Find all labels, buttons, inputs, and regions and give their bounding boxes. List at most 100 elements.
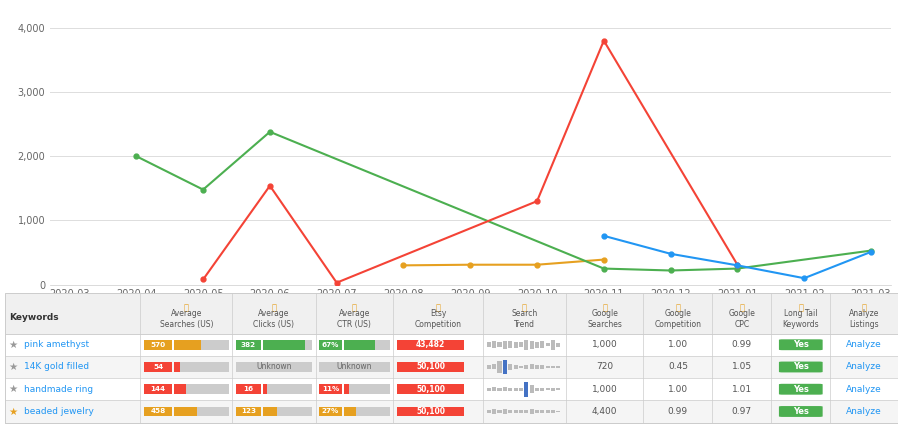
Bar <box>545 366 550 368</box>
Bar <box>535 366 539 369</box>
Text: 0.97: 0.97 <box>732 407 752 416</box>
Bar <box>556 388 561 390</box>
Text: 67%: 67% <box>321 342 339 348</box>
Bar <box>487 388 491 391</box>
Bar <box>492 387 496 391</box>
Bar <box>4 334 898 356</box>
Bar <box>556 343 561 347</box>
Bar <box>263 407 277 416</box>
Bar <box>319 384 342 394</box>
Text: Etsy
Competition: Etsy Competition <box>414 309 462 329</box>
Bar <box>487 366 491 369</box>
Text: ⓘ: ⓘ <box>675 303 680 312</box>
Text: 50,100: 50,100 <box>416 385 445 394</box>
Bar <box>545 410 550 413</box>
Bar <box>503 360 507 374</box>
FancyBboxPatch shape <box>778 339 823 350</box>
Bar <box>319 407 342 416</box>
Bar <box>498 361 501 373</box>
Bar <box>344 340 374 350</box>
Bar <box>492 342 496 348</box>
Text: 43,482: 43,482 <box>416 340 446 349</box>
Text: Yes: Yes <box>793 407 809 416</box>
Text: Analyze: Analyze <box>846 340 882 349</box>
Bar <box>556 410 561 412</box>
Bar <box>174 340 229 350</box>
Text: pink amethyst: pink amethyst <box>24 340 89 349</box>
Text: 0.99: 0.99 <box>732 340 752 349</box>
Text: ⓘ: ⓘ <box>352 303 357 312</box>
Text: beaded jewelry: beaded jewelry <box>24 407 94 416</box>
Text: Google
Searches: Google Searches <box>587 309 622 329</box>
Bar <box>540 342 544 348</box>
Bar <box>144 362 172 372</box>
Bar <box>508 388 512 391</box>
Bar <box>174 340 202 350</box>
Text: 1.05: 1.05 <box>732 363 752 372</box>
Bar <box>540 410 544 413</box>
Bar <box>174 384 186 394</box>
Text: 1,000: 1,000 <box>591 385 617 394</box>
Text: handmade ring: handmade ring <box>24 385 94 394</box>
Bar <box>174 362 180 372</box>
Bar <box>551 388 555 391</box>
Bar <box>498 410 501 413</box>
Bar <box>4 356 898 378</box>
Text: Analyze: Analyze <box>846 363 882 372</box>
Bar <box>174 407 197 416</box>
Bar <box>4 293 898 334</box>
Text: Search
Trend: Search Trend <box>511 309 537 329</box>
Bar <box>556 366 561 368</box>
Text: 11%: 11% <box>322 386 339 392</box>
Bar <box>535 388 539 391</box>
Bar <box>319 340 342 350</box>
Bar <box>518 388 523 391</box>
Text: Keywords: Keywords <box>9 313 58 322</box>
Bar <box>397 362 464 372</box>
Bar <box>529 409 534 414</box>
Text: Unknown: Unknown <box>256 363 292 372</box>
Bar <box>263 340 305 350</box>
Text: ⓘ: ⓘ <box>184 303 189 312</box>
Text: Google
Competition: Google Competition <box>654 309 701 329</box>
Bar <box>535 410 539 413</box>
Bar <box>319 362 390 372</box>
Bar <box>236 362 312 372</box>
Bar <box>508 364 512 370</box>
Bar <box>518 410 523 413</box>
Text: Average
CTR (US): Average CTR (US) <box>338 309 372 329</box>
FancyBboxPatch shape <box>778 384 823 395</box>
Text: ★: ★ <box>8 384 17 394</box>
Text: 0.99: 0.99 <box>668 407 688 416</box>
Bar <box>263 384 266 394</box>
Bar <box>344 407 356 416</box>
Bar <box>503 387 507 391</box>
Text: Average
Clicks (US): Average Clicks (US) <box>254 309 294 329</box>
Bar <box>236 407 261 416</box>
Text: Unknown: Unknown <box>337 363 372 372</box>
Bar <box>518 366 523 368</box>
Bar <box>174 362 229 372</box>
FancyBboxPatch shape <box>778 362 823 372</box>
Bar <box>524 365 528 369</box>
Bar <box>508 410 512 413</box>
Text: 1.00: 1.00 <box>668 340 688 349</box>
Bar <box>524 340 528 350</box>
Bar <box>503 341 507 349</box>
Bar <box>344 340 390 350</box>
Bar <box>236 340 261 350</box>
Bar <box>4 378 898 400</box>
Bar <box>144 340 172 350</box>
Bar <box>540 388 544 391</box>
Text: 123: 123 <box>241 408 256 414</box>
Text: 1.00: 1.00 <box>668 385 688 394</box>
Bar <box>344 407 390 416</box>
FancyBboxPatch shape <box>778 406 823 417</box>
Text: ⓘ: ⓘ <box>798 303 804 312</box>
Bar <box>263 407 312 416</box>
Bar <box>540 366 544 369</box>
Text: ⓘ: ⓘ <box>739 303 744 312</box>
Bar <box>551 366 555 368</box>
Text: ⓘ: ⓘ <box>602 303 608 312</box>
Bar <box>503 409 507 414</box>
